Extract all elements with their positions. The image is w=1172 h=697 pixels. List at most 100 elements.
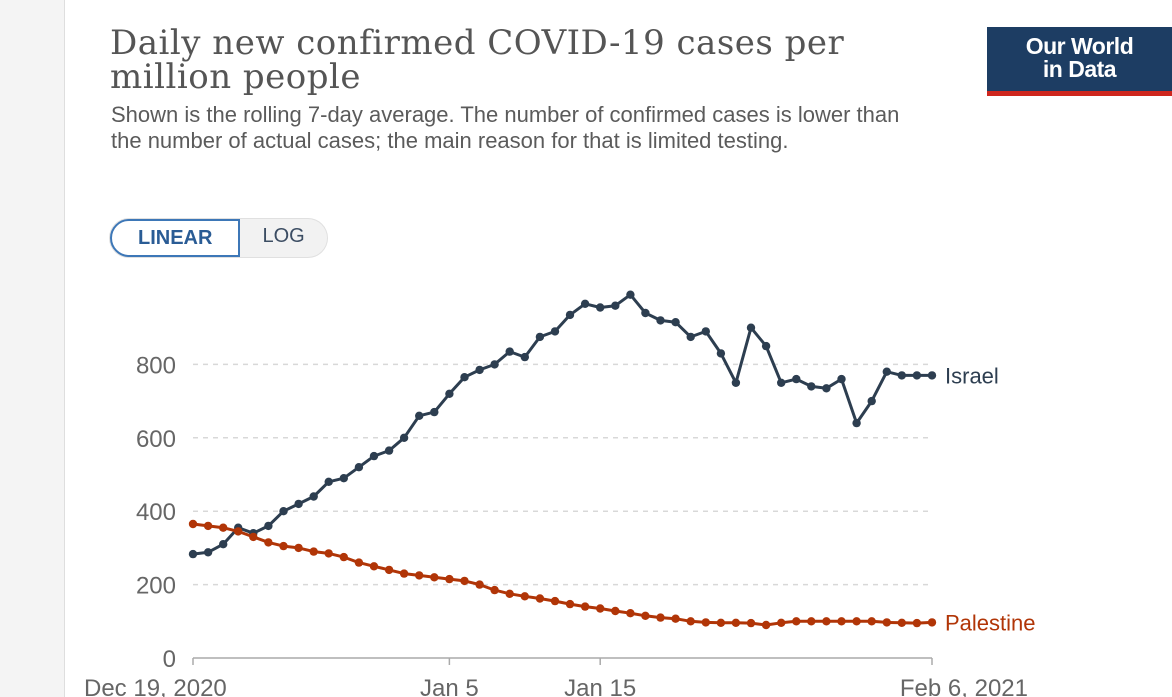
palestine-data-point xyxy=(716,618,726,627)
palestine-data-point xyxy=(445,574,454,584)
palestine-data-point xyxy=(641,611,650,620)
palestine-data-point xyxy=(580,602,590,611)
chart-subtitle: Shown is the rolling 7-day average. The … xyxy=(111,102,900,153)
israel-data-point xyxy=(792,374,801,384)
palestine-data-point xyxy=(897,618,906,627)
israel-data-point xyxy=(188,549,198,559)
palestine-data-point xyxy=(731,618,741,627)
palestine-data-point xyxy=(369,562,379,571)
israel-data-point xyxy=(535,332,545,342)
israel-data-point xyxy=(324,477,333,486)
logo-line-1: Our World xyxy=(1025,33,1134,59)
palestine-data-point xyxy=(671,614,680,623)
palestine-data-point xyxy=(565,599,575,609)
palestine-data-point xyxy=(234,527,243,536)
israel-data-point xyxy=(580,299,590,308)
chart-title: Daily new confirmed COVID-19 cases per m… xyxy=(110,23,845,97)
palestine-data-point xyxy=(822,617,831,626)
palestine-data-point xyxy=(535,594,545,603)
owid-logo[interactable]: Our World in Data xyxy=(987,27,1172,96)
israel-data-point xyxy=(490,360,499,369)
palestine-data-point xyxy=(656,613,665,622)
israel-data-point xyxy=(264,521,273,531)
palestine-data-point xyxy=(219,523,228,532)
palestine-data-point xyxy=(505,589,514,598)
palestine-data-point xyxy=(837,617,846,626)
x-tick-label: Dec 19, 2020 xyxy=(84,675,227,697)
logo-line-2: in Data xyxy=(1042,56,1117,82)
israel-data-point xyxy=(445,389,454,398)
palestine-data-point xyxy=(701,618,710,627)
israel-series-line xyxy=(192,293,932,556)
palestine-series-line xyxy=(192,522,933,627)
israel-data-point xyxy=(611,301,620,310)
palestine-data-point xyxy=(264,538,273,547)
israel-data-point xyxy=(746,323,756,332)
israel-data-point xyxy=(430,407,439,417)
israel-data-point xyxy=(882,367,891,376)
palestine-data-point xyxy=(203,521,213,531)
israel-data-point xyxy=(671,318,680,327)
left-panel-strip xyxy=(0,0,65,697)
palestine-data-point xyxy=(807,617,816,626)
x-tick-label: Jan 15 xyxy=(564,675,636,697)
palestine-data-point xyxy=(294,543,303,553)
israel-data-point xyxy=(822,384,831,393)
palestine-series-label: Palestine xyxy=(945,610,1036,635)
israel-data-point xyxy=(505,347,514,356)
israel-data-point xyxy=(399,433,409,442)
palestine-data-point xyxy=(324,549,333,558)
palestine-data-point xyxy=(520,592,529,601)
palestine-data-point xyxy=(460,576,469,586)
y-tick-label: 600 xyxy=(136,426,176,453)
palestine-data-point xyxy=(475,580,484,589)
israel-data-point xyxy=(837,374,846,384)
israel-data-point xyxy=(867,396,876,406)
israel-series-label: Israel xyxy=(945,363,999,388)
palestine-data-point xyxy=(339,552,348,562)
israel-data-point xyxy=(550,327,560,336)
y-tick-label: 400 xyxy=(136,499,176,526)
y-tick-label: 0 xyxy=(163,646,176,673)
israel-data-point xyxy=(294,499,303,509)
palestine-data-point xyxy=(354,558,364,567)
palestine-data-point xyxy=(852,617,861,626)
palestine-data-point xyxy=(188,519,198,529)
israel-data-point xyxy=(761,341,771,351)
palestine-data-point xyxy=(746,618,756,628)
israel-data-point xyxy=(912,371,922,380)
log-scale-button[interactable]: LOG xyxy=(262,225,305,247)
palestine-data-point xyxy=(415,571,424,580)
palestine-data-point xyxy=(792,617,801,626)
israel-data-point xyxy=(716,349,726,358)
israel-data-point xyxy=(731,378,741,387)
israel-data-point xyxy=(475,365,484,375)
palestine-data-point xyxy=(686,617,695,626)
palestine-data-point xyxy=(550,596,560,606)
palestine-data-point xyxy=(927,618,937,627)
israel-data-point xyxy=(309,492,318,501)
israel-data-point xyxy=(686,332,695,342)
israel-data-point xyxy=(520,352,529,362)
palestine-data-point xyxy=(761,620,771,630)
israel-data-point xyxy=(460,373,469,382)
palestine-data-point xyxy=(882,618,891,627)
palestine-data-point xyxy=(279,541,288,551)
palestine-data-point xyxy=(777,618,786,627)
israel-data-point xyxy=(897,371,906,380)
linear-scale-button[interactable]: LINEAR xyxy=(110,219,241,257)
scale-toggle: LINEAR LOG xyxy=(110,219,327,257)
israel-data-point xyxy=(656,316,665,325)
palestine-data-point xyxy=(399,569,409,578)
israel-data-point xyxy=(852,418,861,428)
israel-data-point xyxy=(596,303,605,312)
israel-data-point xyxy=(219,540,228,549)
israel-data-point xyxy=(807,382,816,391)
israel-data-point xyxy=(279,507,288,516)
israel-data-point xyxy=(927,371,937,380)
israel-data-point xyxy=(626,290,635,299)
israel-data-point xyxy=(777,378,786,387)
israel-data-point xyxy=(565,310,575,320)
palestine-data-point xyxy=(611,606,620,616)
palestine-data-point xyxy=(626,609,635,618)
